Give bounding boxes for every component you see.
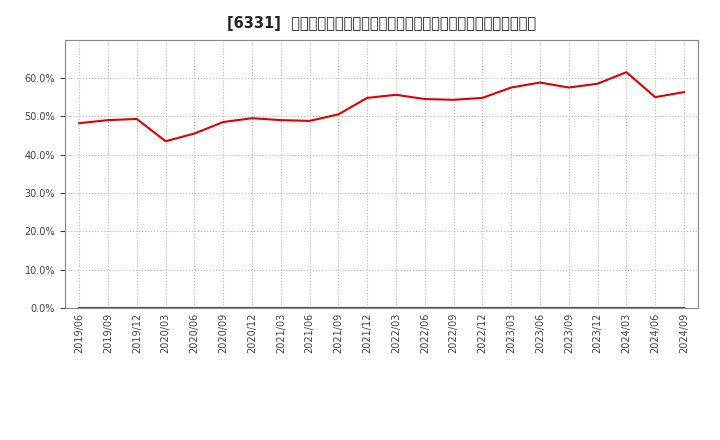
のれん xyxy=(507,305,516,311)
繰延税金資産 xyxy=(622,305,631,311)
のれん xyxy=(622,305,631,311)
自己資本 xyxy=(248,116,256,121)
Title: [6331]  自己資本、のれん、繰延税金資産の総資産に対する比率の推移: [6331] 自己資本、のれん、繰延税金資産の総資産に対する比率の推移 xyxy=(227,16,536,32)
繰延税金資産 xyxy=(392,305,400,311)
のれん xyxy=(449,305,458,311)
のれん xyxy=(334,305,343,311)
自己資本 xyxy=(622,70,631,75)
のれん xyxy=(651,305,660,311)
Line: 自己資本: 自己資本 xyxy=(79,72,684,141)
繰延税金資産 xyxy=(507,305,516,311)
のれん xyxy=(392,305,400,311)
のれん xyxy=(536,305,544,311)
自己資本 xyxy=(334,112,343,117)
自己資本 xyxy=(132,116,141,121)
繰延税金資産 xyxy=(420,305,429,311)
繰延税金資産 xyxy=(680,305,688,311)
のれん xyxy=(248,305,256,311)
繰延税金資産 xyxy=(363,305,372,311)
繰延税金資産 xyxy=(564,305,573,311)
繰延税金資産 xyxy=(536,305,544,311)
のれん xyxy=(161,305,170,311)
自己資本 xyxy=(276,117,285,123)
繰延税金資産 xyxy=(334,305,343,311)
自己資本 xyxy=(478,95,487,100)
のれん xyxy=(478,305,487,311)
繰延税金資産 xyxy=(478,305,487,311)
のれん xyxy=(132,305,141,311)
繰延税金資産 xyxy=(593,305,602,311)
のれん xyxy=(276,305,285,311)
繰延税金資産 xyxy=(132,305,141,311)
自己資本 xyxy=(392,92,400,97)
繰延税金資産 xyxy=(161,305,170,311)
繰延税金資産 xyxy=(248,305,256,311)
のれん xyxy=(363,305,372,311)
のれん xyxy=(420,305,429,311)
自己資本 xyxy=(449,97,458,103)
自己資本 xyxy=(75,121,84,126)
自己資本 xyxy=(219,119,228,125)
自己資本 xyxy=(104,117,112,123)
自己資本 xyxy=(536,80,544,85)
繰延税金資産 xyxy=(104,305,112,311)
自己資本 xyxy=(564,85,573,90)
自己資本 xyxy=(161,139,170,144)
のれん xyxy=(564,305,573,311)
繰延税金資産 xyxy=(276,305,285,311)
のれん xyxy=(219,305,228,311)
のれん xyxy=(305,305,314,311)
自己資本 xyxy=(420,96,429,102)
のれん xyxy=(680,305,688,311)
繰延税金資産 xyxy=(190,305,199,311)
のれん xyxy=(75,305,84,311)
自己資本 xyxy=(363,95,372,100)
のれん xyxy=(190,305,199,311)
繰延税金資産 xyxy=(449,305,458,311)
自己資本 xyxy=(507,85,516,90)
自己資本 xyxy=(190,131,199,136)
のれん xyxy=(593,305,602,311)
繰延税金資産 xyxy=(219,305,228,311)
のれん xyxy=(104,305,112,311)
繰延税金資産 xyxy=(651,305,660,311)
繰延税金資産 xyxy=(75,305,84,311)
自己資本 xyxy=(593,81,602,86)
自己資本 xyxy=(305,118,314,124)
繰延税金資産 xyxy=(305,305,314,311)
自己資本 xyxy=(651,95,660,100)
自己資本 xyxy=(680,89,688,95)
